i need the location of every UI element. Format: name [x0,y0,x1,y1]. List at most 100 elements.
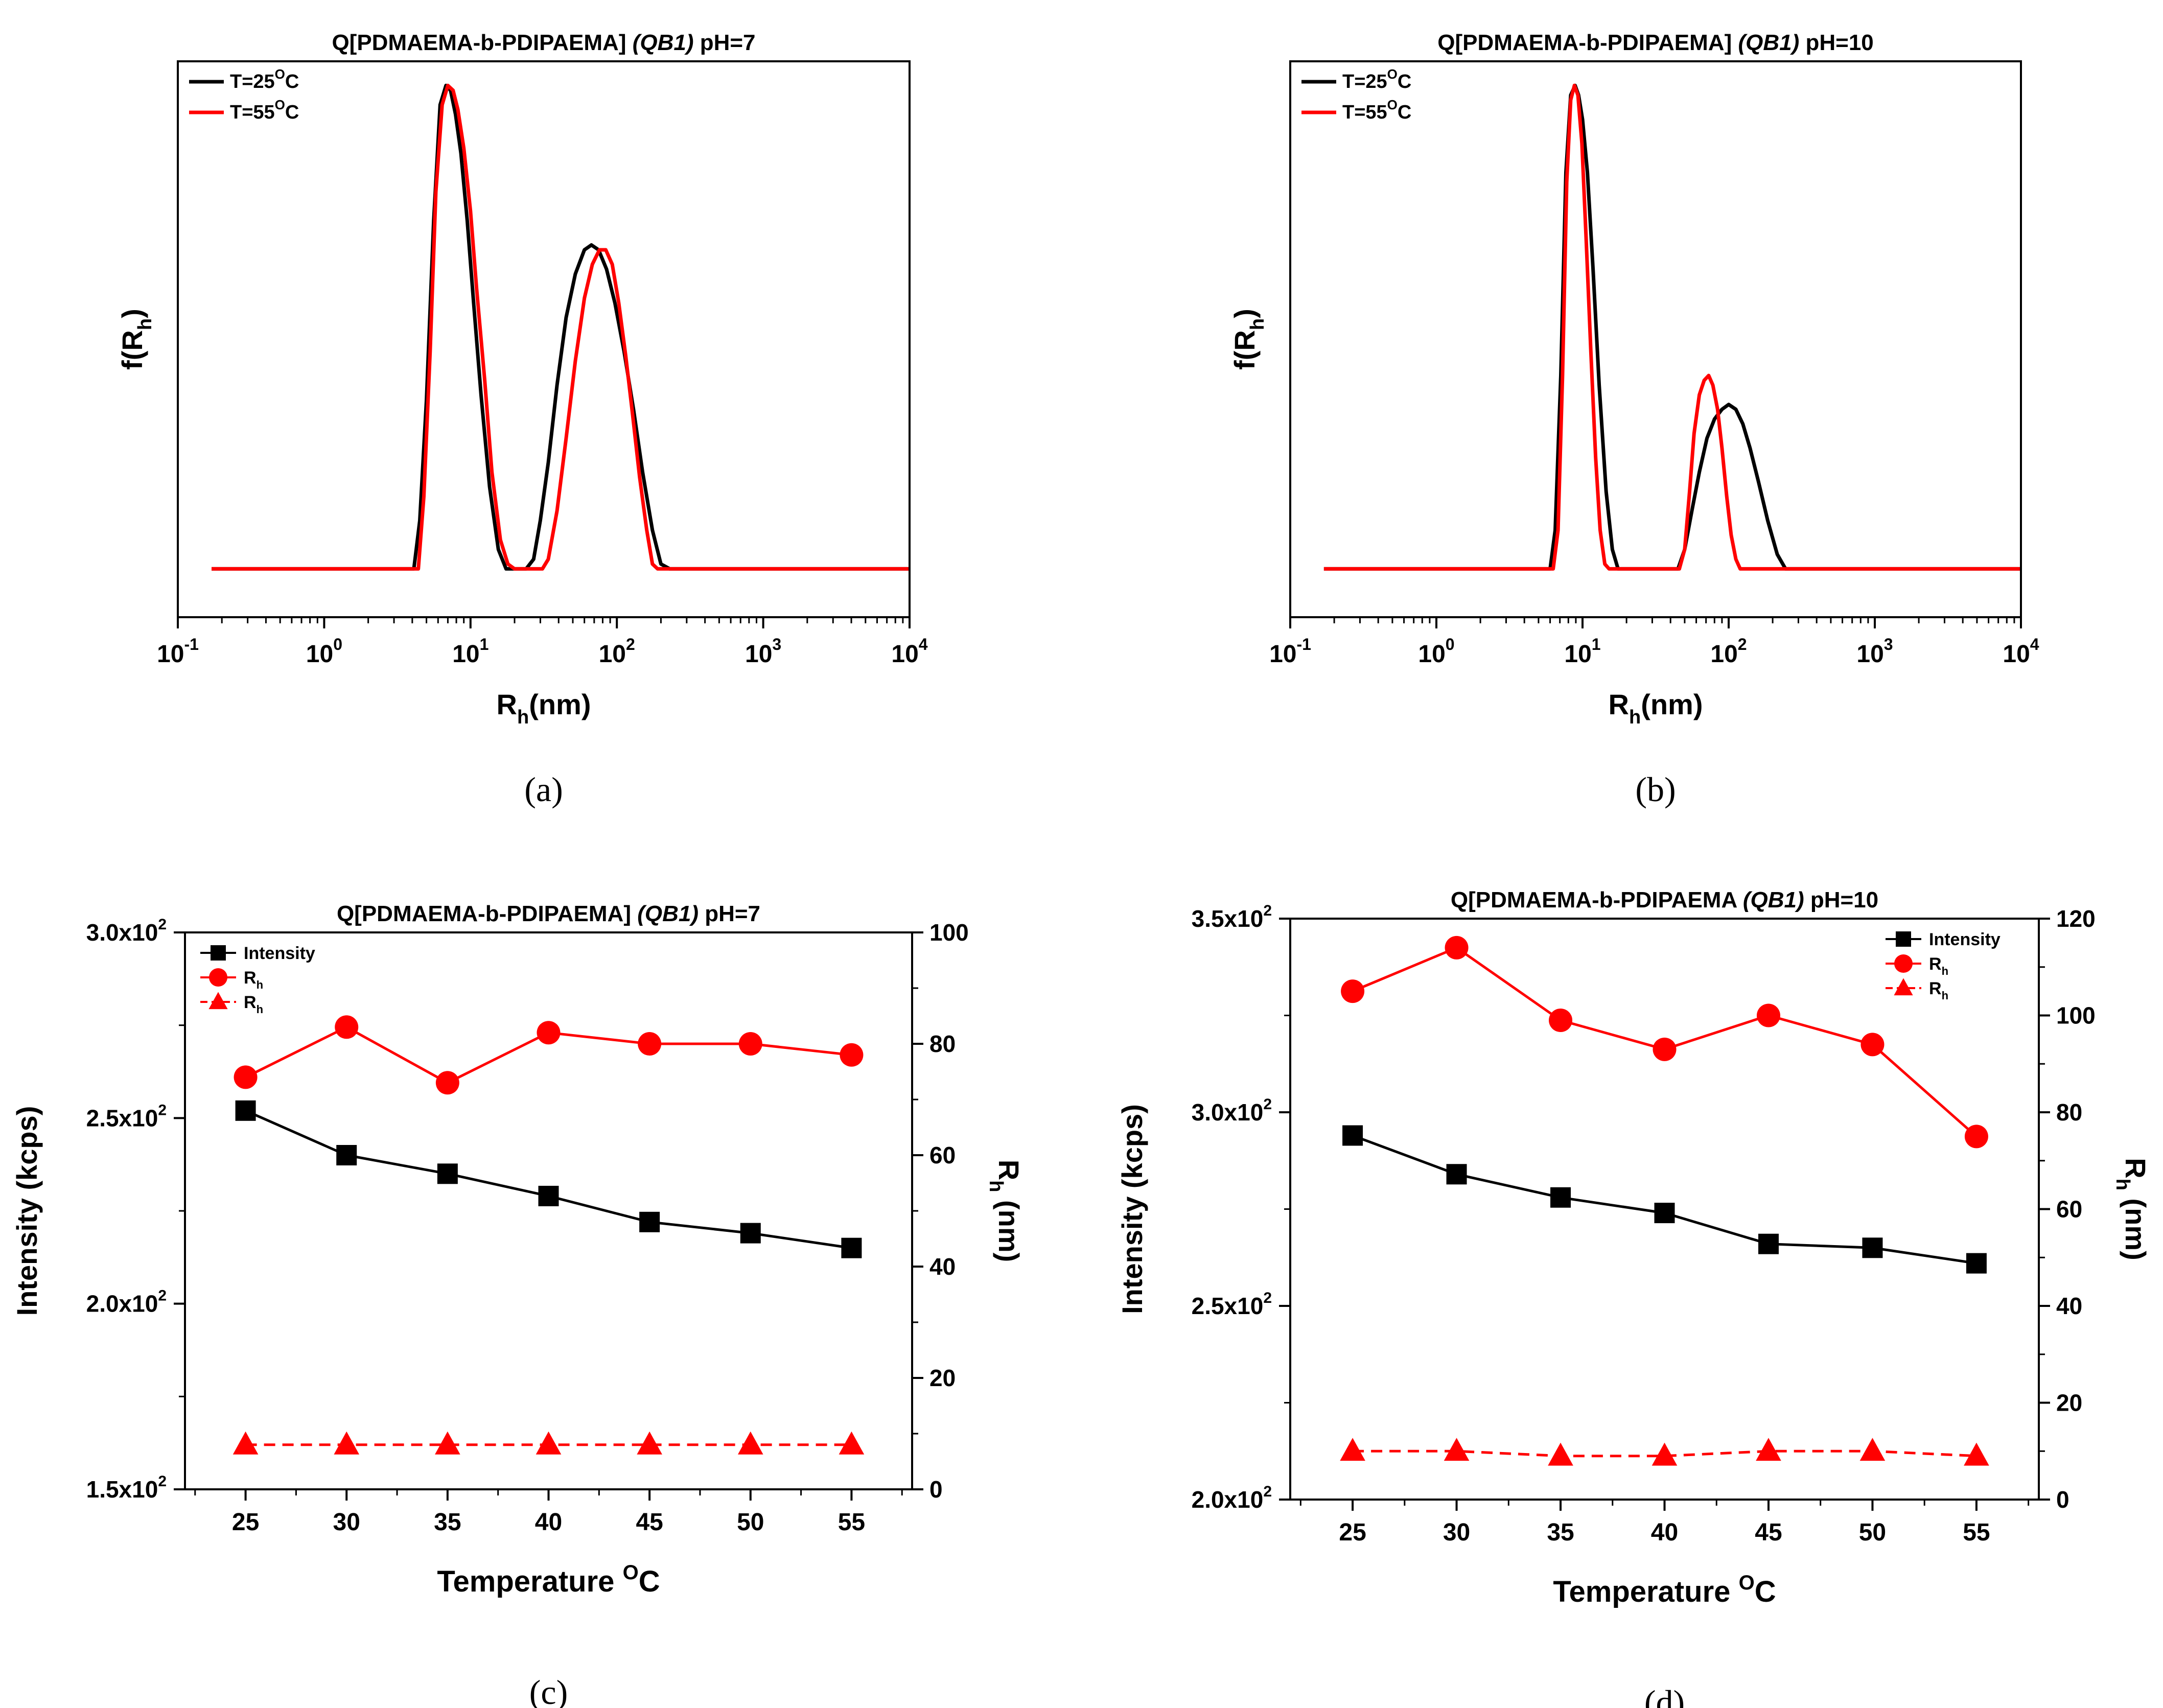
data-point-triangle [1756,1438,1781,1461]
series-line-55C [212,83,910,571]
legend-label-post: C [1398,102,1411,123]
x-axis-label-main: Temperature [437,1565,622,1598]
data-point-triangle [536,1431,562,1455]
chart-title-suffix: pH=10 [1799,30,1874,55]
y-left-tick-label: 2.0x102 [86,1288,167,1317]
y-left-tick-label: 2.0x102 [1192,1483,1272,1513]
legend-label-main: R [1929,954,1942,974]
legend-marker-circle [209,968,227,987]
x-axis-label-main: Temperature [1553,1575,1738,1608]
x-axis-label-sup: O [1739,1572,1755,1594]
y-right-tick-label: 120 [2056,905,2096,932]
y-right-tick-label: 80 [2056,1099,2082,1126]
y-left-tick-exp: 2 [1263,1096,1272,1113]
x-tick-label: 40 [1651,1519,1678,1546]
data-point-square [336,1145,357,1165]
panel-caption: (b) [1635,770,1676,809]
legend-label: T=25OC [1342,66,1411,92]
x-tick-exp: 4 [2030,635,2039,653]
chart-title-main: Q[PDMAEMA-b-PDIPAEMA] [337,901,637,926]
x-tick-base: 10 [306,641,333,668]
y-axis-label-end: ) [1228,309,1261,318]
y-right-axis-label-main: R [2120,1158,2152,1178]
data-point-circle [738,1032,762,1056]
x-tick-label: 103 [1856,635,1893,668]
x-tick-label: 40 [535,1509,562,1536]
chart-title: Q[PDMAEMA-b-PDIPAEMA] (QB1) pH=7 [332,30,755,55]
data-point-circle [335,1015,359,1039]
data-point-circle [638,1032,662,1056]
x-tick-label: 35 [434,1509,461,1536]
data-point-square [437,1163,458,1184]
legend-label-sup: O [1387,97,1398,112]
x-axis-label: Rh(nm) [497,688,591,728]
data-point-square [1758,1233,1779,1254]
x-tick-label: 101 [452,635,489,668]
y-left-tick-label: 3.5x102 [1192,902,1272,932]
y-right-axis-label: Rh (nm) [2112,1158,2152,1260]
y-left-tick-base: 3.0x10 [1192,1099,1264,1126]
y-left-tick-label: 3.0x102 [1192,1096,1272,1126]
data-point-circle [1860,1033,1885,1057]
x-tick-base: 10 [599,641,626,668]
y-axis-label: f(Rh) [1228,309,1268,370]
x-axis-label: Temperature OC [437,1561,660,1598]
legend-label-post: C [285,102,299,123]
data-point-square [1862,1237,1883,1258]
x-tick-base: 10 [745,641,772,668]
y-left-tick-exp: 2 [158,1288,167,1304]
data-point-circle [234,1065,258,1089]
x-axis-label-unit: (nm) [529,688,591,720]
legend-label: Rh [1929,979,1948,1002]
chart-title: Q[PDMAEMA-b-PDIPAEMA (QB1) pH=10 [1451,887,1878,913]
chart-title-main: Q[PDMAEMA-b-PDIPAEMA [1451,887,1743,913]
x-tick-exp: 0 [333,635,342,653]
y-right-tick-label: 0 [2056,1486,2069,1513]
x-axis-label: Rh(nm) [1609,688,1703,728]
y-right-tick-label: 0 [929,1476,943,1503]
data-point-circle [1653,1037,1677,1061]
legend-marker-triangle [208,992,228,1010]
data-point-triangle [1340,1438,1365,1461]
plot-frame [177,60,911,618]
data-point-circle [435,1071,459,1095]
data-point-triangle [1444,1438,1470,1461]
x-tick-label: 103 [745,635,781,668]
panel-caption: (a) [524,770,563,809]
y-left-axis-label: Intensity (kcps) [11,1106,43,1316]
legend-label-main: Intensity [244,944,315,963]
x-tick-label: 45 [1755,1519,1782,1546]
legend-label-post: C [1398,71,1411,92]
y-left-tick-exp: 2 [158,1102,167,1118]
legend-label-sup: O [1387,66,1398,82]
y-left-tick-base: 2.5x10 [86,1105,158,1131]
y-right-tick-label: 100 [929,919,969,946]
data-point-circle [1549,1008,1573,1032]
x-tick-base: 10 [1564,641,1591,668]
y-right-axis-label-main: R [993,1160,1025,1180]
x-tick-label: 101 [1564,635,1600,668]
x-tick-exp: 3 [772,635,781,653]
data-point-triangle [1964,1442,1989,1466]
x-tick-base: 10 [1856,641,1883,668]
chart-title: Q[PDMAEMA-b-PDIPAEMA] (QB1) pH=7 [337,901,760,926]
chart-title-main: Q[PDMAEMA-b-PDIPAEMA] [1437,30,1738,55]
y-right-tick-label: 20 [2056,1390,2082,1416]
x-tick-exp: 2 [626,635,635,653]
legend-label: Rh [244,993,263,1016]
legend-label-sup: O [275,66,285,82]
data-point-triangle [435,1431,460,1455]
data-point-triangle [232,1431,259,1455]
chart-title: Q[PDMAEMA-b-PDIPAEMA] (QB1) pH=10 [1437,30,1874,55]
x-tick-exp: 3 [1884,635,1893,653]
y-left-tick-exp: 2 [1263,1290,1272,1306]
legend-label-post: C [285,71,299,92]
y-left-tick-base: 2.0x10 [86,1291,158,1317]
data-point-square [639,1211,660,1232]
panel-a: Q[PDMAEMA-b-PDIPAEMA] (QB1) pH=710-1 100 1… [116,30,928,809]
x-tick-label: 50 [1859,1519,1886,1546]
y-left-tick-exp: 2 [1263,1483,1272,1500]
x-axis-label-unit: (nm) [1641,688,1703,720]
legend-label-main: R [244,993,257,1012]
data-point-square [1654,1203,1675,1224]
